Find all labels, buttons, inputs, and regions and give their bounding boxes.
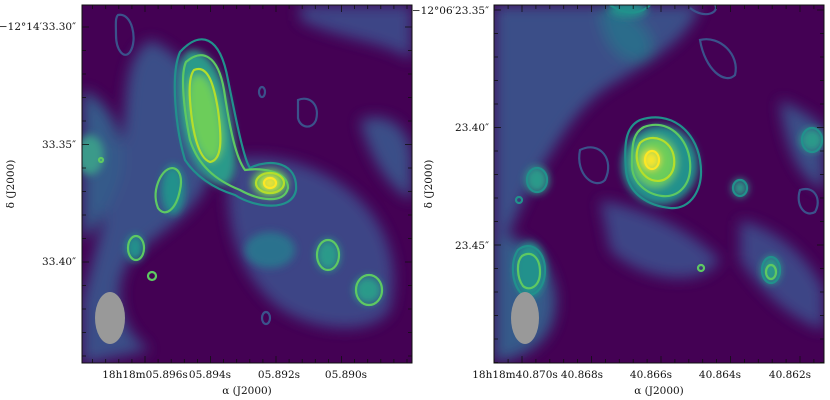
x-tick-label: 40.862s [769, 369, 811, 381]
y-tick-label: 23.45″ [455, 240, 489, 252]
right-frame [493, 4, 825, 364]
left-panel: 18h18m05.896s 05.894s 05.892s 05.890s −1… [0, 4, 413, 397]
right-contours [511, 5, 824, 297]
y-tick-label: 33.40″ [42, 256, 76, 268]
right-heatmap [494, 5, 824, 363]
y-axis-label: δ (J2000) [423, 160, 435, 209]
x-tick-label: 05.894s [189, 369, 231, 381]
left-yticks: −12°14′33.30″ 33.35″ 33.40″ [0, 21, 76, 268]
beam-ellipse [511, 292, 539, 344]
right-ticks [493, 5, 824, 363]
right-yticks: −12°06′23.35″ 23.40″ 23.45″ [412, 5, 489, 252]
left-contours [97, 13, 384, 326]
x-axis-label: α (J2000) [222, 385, 272, 397]
x-tick-label: 40.868s [561, 369, 603, 381]
x-tick-label: 05.890s [325, 369, 367, 381]
right-xticks: 18h18m40.870s 40.868s 40.866s 40.864s 40… [472, 369, 811, 381]
y-tick-label: −12°06′23.35″ [412, 5, 489, 17]
y-axis-label: δ (J2000) [5, 160, 17, 209]
x-axis-label: α (J2000) [634, 385, 684, 397]
x-tick-label: 18h18m05.896s [102, 369, 188, 381]
x-tick-label: 40.864s [699, 369, 741, 381]
x-tick-label: 05.892s [258, 369, 300, 381]
left-frame [81, 4, 413, 364]
left-ticks [82, 5, 412, 363]
left-heatmap [82, 5, 412, 363]
beam-ellipse [95, 292, 125, 344]
y-tick-label: −12°14′33.30″ [0, 21, 76, 33]
x-tick-label: 40.866s [630, 369, 672, 381]
y-tick-label: 33.35″ [42, 139, 76, 151]
x-tick-label: 18h18m40.870s [472, 369, 558, 381]
y-tick-label: 23.40″ [455, 122, 489, 134]
left-xticks: 18h18m05.896s 05.894s 05.892s 05.890s [102, 369, 367, 381]
right-panel: 18h18m40.870s 40.868s 40.866s 40.864s 40… [412, 4, 825, 397]
